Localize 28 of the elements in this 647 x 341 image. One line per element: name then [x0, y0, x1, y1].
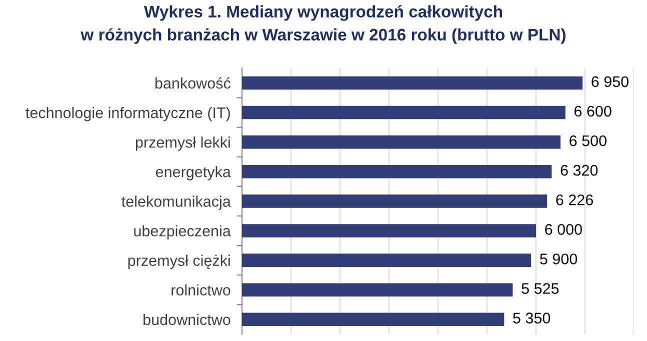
bar	[242, 76, 583, 90]
bar	[242, 312, 504, 326]
y-tick-label: budownictwo	[144, 314, 230, 326]
data-label: 6 226	[556, 194, 593, 206]
y-tick-label: przemysł ciężki	[128, 254, 230, 270]
data-label: 6 000	[545, 224, 582, 235]
bar	[242, 194, 548, 208]
data-label: 5 900	[540, 254, 578, 264]
y-tick-label: technologie informatyczne (IT)	[26, 106, 230, 122]
y-tick-label: ubezpieczenia	[134, 225, 231, 240]
data-label: 6 950	[592, 76, 629, 88]
data-label: 6 500	[570, 135, 606, 146]
data-label: 5 525	[522, 283, 559, 294]
data-label: 6 600	[574, 106, 612, 117]
data-label: 6 320	[560, 164, 598, 176]
bar	[242, 283, 513, 296]
y-tick-label: bankowość	[155, 77, 230, 89]
y-tick-label: rolnictwo	[172, 284, 230, 296]
data-label: 5 350	[513, 312, 550, 324]
bar	[242, 254, 532, 267]
y-tick-label: telekomunikacja	[122, 196, 231, 210]
y-tick-label: energetyka	[156, 166, 231, 180]
bar	[242, 224, 536, 238]
bar	[242, 164, 552, 178]
chart-title: Wykres 1. Mediany wynagrodzeń całkowitych w różnych branżach w Warszawie w 2016 roku (brutto w PLN)	[80, 5, 566, 44]
bar	[242, 106, 566, 120]
bar	[242, 135, 560, 149]
y-tick-label: przemysł lekki	[136, 136, 230, 151]
